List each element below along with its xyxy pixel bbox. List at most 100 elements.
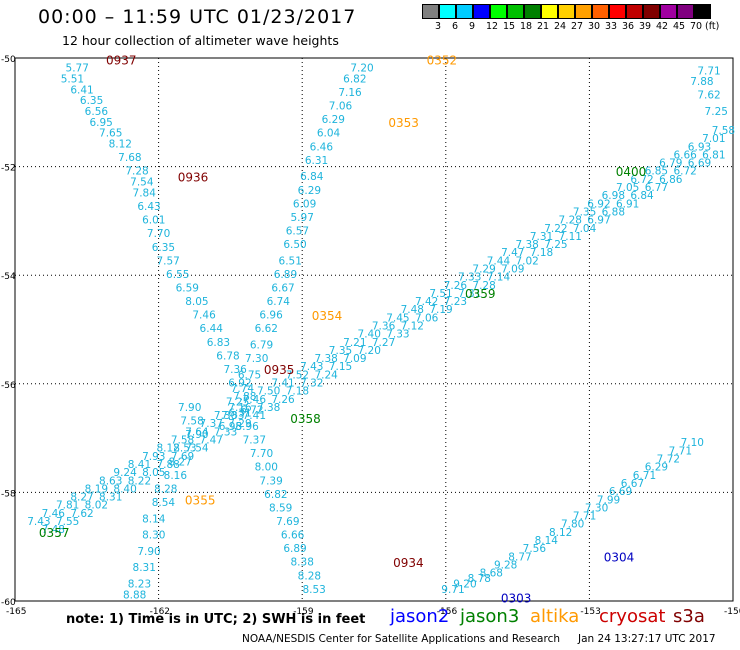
wave-height-value: 8.12 [109,139,132,151]
wave-height-value: 7.88 [233,391,256,403]
wave-height-value: 7.33 [214,426,237,438]
wave-height-value: 7.10 [681,437,704,449]
pass-time-label: 0936 [178,170,209,184]
wave-height-value: 7.70 [147,228,170,240]
wave-height-value: 7.02 [515,255,538,267]
wave-height-value: 6.86 [659,174,683,186]
wave-height-value: 7.43 [300,361,323,373]
color-swatch [422,4,439,19]
color-scale-bin: 70 [677,4,702,34]
wave-height-value: 6.82 [343,73,366,85]
wave-height-value: 7.19 [429,304,452,316]
wave-height-value: 6.78 [216,350,239,362]
wave-height-value: 7.69 [276,516,299,528]
wave-height-value: 8.40 [113,483,136,495]
wave-height-value: 6.35 [152,242,175,254]
pass-time-label: 0357 [39,526,70,540]
wave-height-value: 9.20 [453,578,476,590]
wave-height-value: 7.04 [573,223,597,235]
wave-height-value: 6.29 [298,185,321,197]
wave-height-value: 8.23 [128,578,151,590]
wave-height-value: 6.89 [274,269,297,281]
wave-height-value: 7.90 [185,429,208,441]
color-scale-bin: 45 [660,4,685,34]
wave-height-value: 7.69 [171,451,194,463]
color-swatch [524,4,541,19]
wave-height-value: 7.58 [712,125,735,137]
color-scale-bin: 39 [626,4,651,34]
color-scale-label: 39 [639,21,652,32]
wave-height-value: 5.97 [291,212,314,224]
color-scale-label: 42 [656,21,669,32]
color-scale-label: 33 [605,21,618,32]
color-scale-bin: 3 [422,4,441,34]
wave-height-value: 7.28 [559,215,582,227]
wave-height-value: 7.33 [221,410,244,422]
wave-height-value: 7.48 [401,304,424,316]
pass-time-label: 0355 [185,494,216,508]
wave-height-value: 7.16 [228,402,252,414]
color-scale-bin: 33 [592,4,617,34]
wave-height-value: 7.50 [257,386,280,398]
wave-height-value: 7.29 [472,263,495,275]
wave-height-value: 7.38 [314,353,337,365]
color-scale-bin: 30 [575,4,600,34]
wave-height-value: 7.01 [702,133,725,145]
wave-height-value: 7.35 [573,206,596,218]
wave-height-value: 8.19 [85,483,108,495]
wave-height-value: 9.71 [441,584,464,596]
wave-height-value: 7.31 [530,231,553,243]
wave-height-value: 6.67 [271,282,294,294]
wave-height-value: 7.51 [429,288,452,300]
wave-height-value: 7.18 [286,386,309,398]
wave-height-value: 8.59 [269,502,292,514]
color-swatch [660,4,677,19]
wave-height-value: 6.01 [142,215,165,227]
color-swatch [677,4,694,19]
wave-height-value: 6.88 [602,206,625,218]
latitude-tick-label: -58 [1,489,16,499]
wave-height-value: 7.48 [42,524,65,536]
wave-height-value: 7.58 [171,435,194,447]
wave-height-value: 8.05 [185,296,208,308]
pass-time-label: 0304 [604,551,635,565]
color-scale-bin: 24 [541,4,566,34]
longitude-tick-label: -150 [724,607,740,617]
wave-height-value: 6.29 [322,114,345,126]
wave-height-value: 7.06 [329,101,353,113]
wave-height-value: 8.16 [164,470,188,482]
wave-height-value: 7.28 [472,280,495,292]
color-swatch [694,4,711,19]
wave-height-value: 7.30 [585,502,608,514]
page-subtitle: 12 hour collection of altimeter wave hei… [62,33,339,48]
color-swatch [643,4,660,19]
wave-height-value: 8.14 [142,513,166,525]
wave-height-value: 7.71 [669,445,692,457]
wave-height-value: 7.46 [192,310,216,322]
wave-height-value: 8.31 [99,492,122,504]
wave-height-value: 7.37 [243,435,266,447]
footer-note: note: 1) Time is in UTC; 2) SWH is in fe… [66,612,366,627]
wave-height-value: 8.77 [508,551,531,563]
pass-time-label: 0358 [290,412,321,426]
legend-jason3: jason3 [460,606,520,627]
wave-height-value: 7.09 [501,263,524,275]
color-scale-label: 6 [452,21,459,32]
color-swatch [609,4,626,19]
wave-height-value: 8.30 [142,530,165,542]
wave-height-value: 7.30 [214,410,237,422]
wave-height-value: 7.31 [458,288,481,300]
color-swatch [626,4,643,19]
longitude-tick-label: -156 [437,607,458,617]
wave-height-value: 7.20 [350,63,373,75]
wave-height-value: 6.92 [587,198,610,210]
wave-height-value: 8.78 [468,573,491,585]
wave-height-value: 8.31 [133,562,156,574]
wave-height-value: 6.93 [688,141,711,153]
color-swatch [507,4,524,19]
wave-height-value: 6.46 [310,141,334,153]
color-scale-label: 3 [435,21,442,32]
wave-height-value: 7.54 [130,177,154,189]
wave-height-value: 7.88 [690,76,713,88]
